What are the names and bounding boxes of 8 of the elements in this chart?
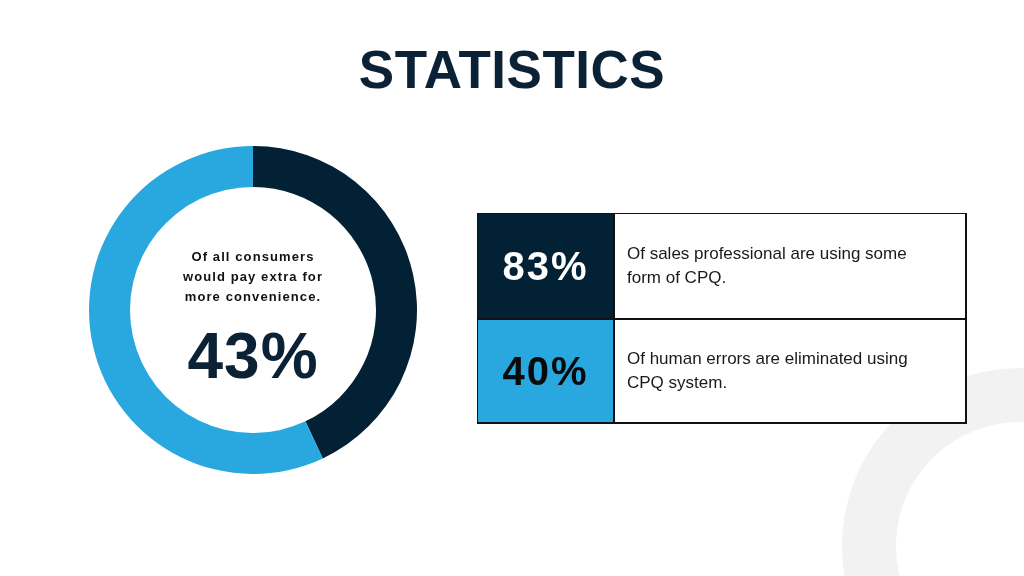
text: 83% bbox=[502, 243, 589, 289]
text: 43% bbox=[187, 320, 319, 392]
text: Of sales professional are using some form of CPQ. bbox=[627, 243, 908, 289]
text: Of human errors are eliminated using CPQ system. bbox=[627, 348, 909, 394]
chart-title: STATISTICS bbox=[358, 40, 666, 99]
donut-slice bbox=[89, 146, 323, 474]
text: Of all consumers would pay extra for more convenience. bbox=[182, 249, 324, 304]
text: 40% bbox=[502, 348, 589, 394]
